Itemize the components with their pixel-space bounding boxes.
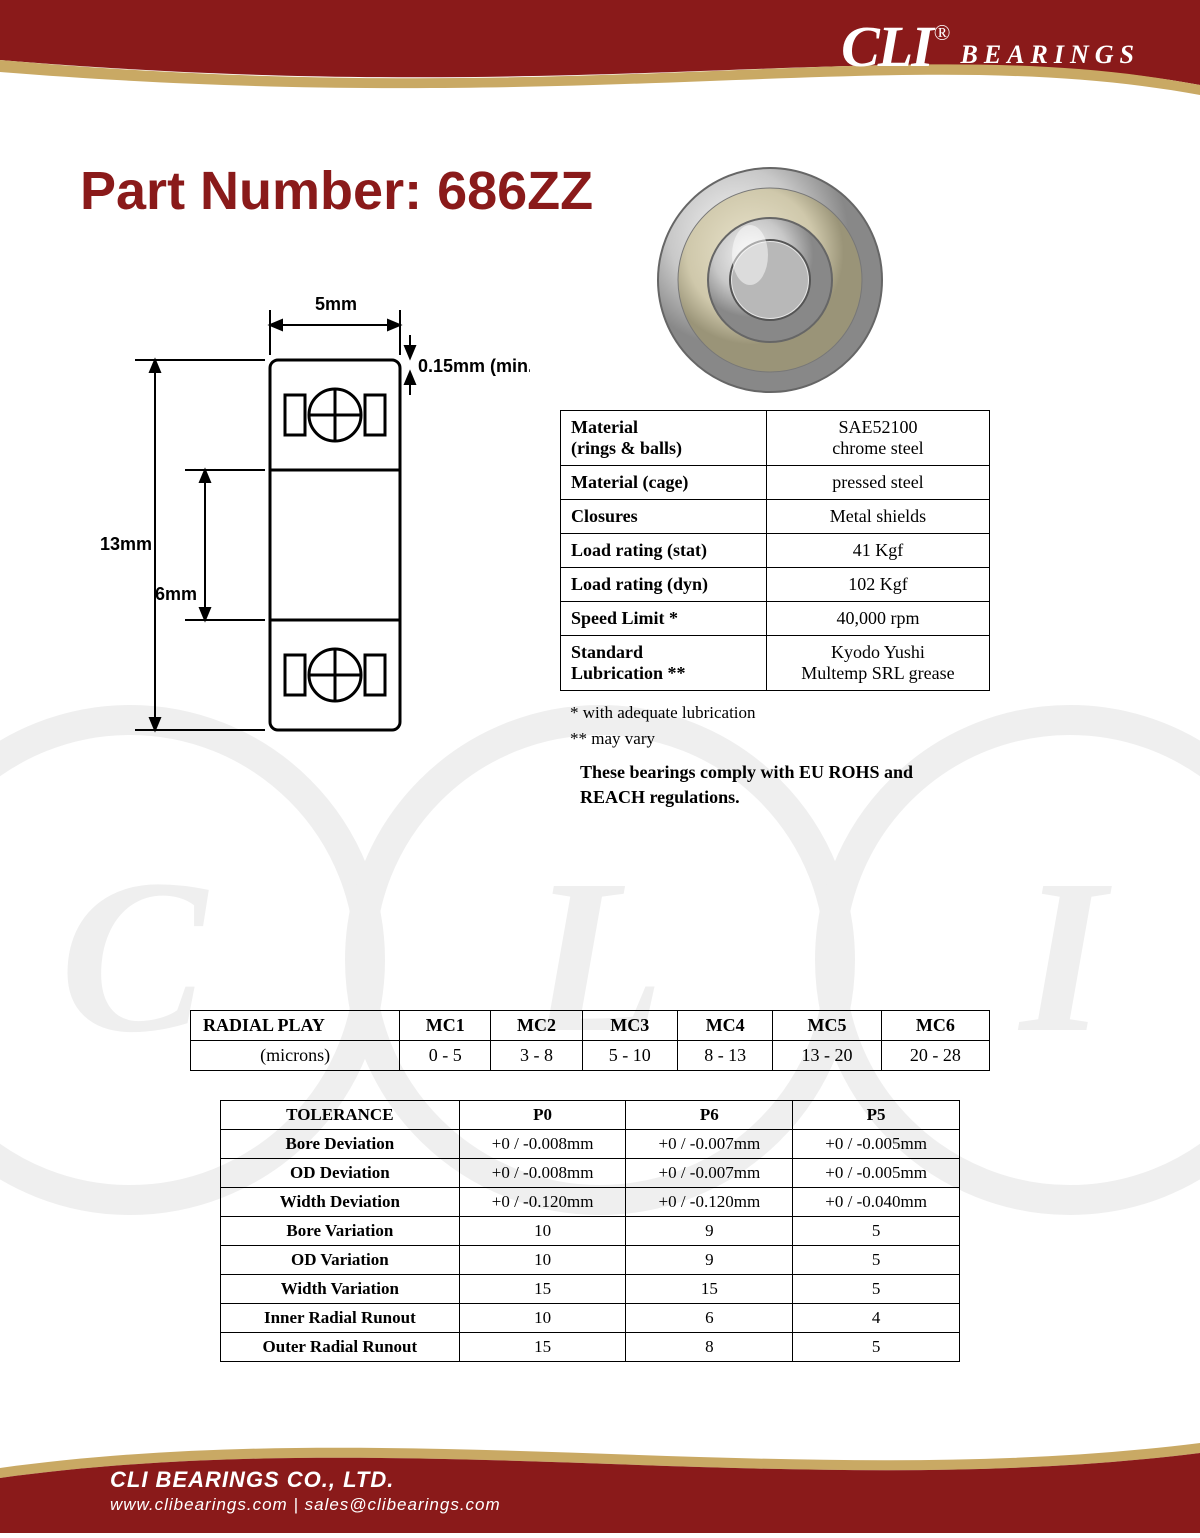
brand-sub: BEARINGS [961,40,1141,70]
tol-cell: +0 / -0.040mm [793,1188,960,1217]
radial-header-col: MC4 [677,1011,772,1041]
radial-value: 3 - 8 [491,1041,582,1071]
tol-cell: 15 [626,1275,793,1304]
spec-note-2: ** may vary [570,726,756,752]
tol-cell: 5 [793,1333,960,1362]
footer-sep: | [288,1495,305,1514]
bearing-photo [650,160,890,400]
spec-label: Closures [561,500,767,534]
tolerance-table: TOLERANCEP0P6P5 Bore Deviation+0 / -0.00… [220,1100,960,1362]
tol-cell: 6 [626,1304,793,1333]
tol-cell: 8 [626,1333,793,1362]
spec-compliance: These bearings comply with EU ROHS and R… [580,760,970,810]
tol-cell: +0 / -0.008mm [459,1159,626,1188]
dim-width: 5mm [315,294,357,314]
tol-cell: +0 / -0.008mm [459,1130,626,1159]
spec-label: Material (rings & balls) [561,411,767,466]
footer-website: www.clibearings.com [110,1495,288,1514]
spec-label: Speed Limit * [561,602,767,636]
tol-cell: +0 / -0.120mm [626,1188,793,1217]
svg-text:I: I [1017,834,1112,1078]
tol-cell: 5 [793,1217,960,1246]
tol-row-label: Width Variation [221,1275,460,1304]
radial-header-col: MC6 [881,1011,989,1041]
dim-bore: 6mm [155,584,197,604]
radial-value: 20 - 28 [881,1041,989,1071]
tol-cell: 5 [793,1246,960,1275]
tol-cell: 10 [459,1304,626,1333]
tol-header-col: P6 [626,1101,793,1130]
radial-header-col: MC2 [491,1011,582,1041]
footer-company: CLI BEARINGS CO., LTD. [110,1467,501,1493]
radial-value: 0 - 5 [400,1041,491,1071]
page-title: Part Number: 686ZZ [80,160,593,222]
footer-email: sales@clibearings.com [305,1495,501,1514]
tol-cell: 4 [793,1304,960,1333]
radial-header-col: MC1 [400,1011,491,1041]
spec-notes: * with adequate lubrication ** may vary [570,700,756,751]
spec-value: Kyodo Yushi Multemp SRL grease [766,636,989,691]
spec-label: Load rating (stat) [561,534,767,568]
tol-cell: +0 / -0.005mm [793,1159,960,1188]
spec-label: Standard Lubrication ** [561,636,767,691]
radial-header-col: MC5 [773,1011,881,1041]
radial-value: 5 - 10 [582,1041,677,1071]
tol-row-label: Width Deviation [221,1188,460,1217]
spec-value: pressed steel [766,466,989,500]
brand-main: CLI [841,18,932,76]
radial-unit: (microns) [191,1041,400,1071]
tol-cell: +0 / -0.007mm [626,1159,793,1188]
spec-value: SAE52100 chrome steel [766,411,989,466]
tol-row-label: Inner Radial Runout [221,1304,460,1333]
tol-row-label: Bore Deviation [221,1130,460,1159]
brand-registered: ® [934,20,951,46]
tol-header-col: P5 [793,1101,960,1130]
tol-cell: +0 / -0.120mm [459,1188,626,1217]
tol-row-label: Bore Variation [221,1217,460,1246]
spec-note-1: * with adequate lubrication [570,700,756,726]
spec-value: 102 Kgf [766,568,989,602]
tol-cell: 10 [459,1246,626,1275]
tol-cell: 5 [793,1275,960,1304]
tol-header-col: P0 [459,1101,626,1130]
radial-value: 13 - 20 [773,1041,881,1071]
spec-table: Material (rings & balls)SAE52100 chrome … [560,410,990,691]
tol-cell: +0 / -0.007mm [626,1130,793,1159]
radial-header-col: MC3 [582,1011,677,1041]
tol-row-label: OD Variation [221,1246,460,1275]
technical-drawing: 5mm 13mm 6mm [100,280,530,760]
tol-cell: 9 [626,1217,793,1246]
tol-cell: 10 [459,1217,626,1246]
tol-cell: 15 [459,1333,626,1362]
tol-row-label: OD Deviation [221,1159,460,1188]
radial-value: 8 - 13 [677,1041,772,1071]
dim-outer-dia: 13mm [100,534,152,554]
tol-row-label: Outer Radial Runout [221,1333,460,1362]
tol-cell: 15 [459,1275,626,1304]
tol-header-title: TOLERANCE [221,1101,460,1130]
radial-header-title: RADIAL PLAY [191,1011,400,1041]
brand-logo: CLI ® BEARINGS [841,18,1140,76]
radial-play-table: RADIAL PLAYMC1MC2MC3MC4MC5MC6 (microns)0… [190,1010,990,1071]
dim-chamfer: 0.15mm (min.) [418,356,530,376]
spec-value: 41 Kgf [766,534,989,568]
spec-label: Material (cage) [561,466,767,500]
svg-text:C: C [60,834,209,1078]
spec-label: Load rating (dyn) [561,568,767,602]
footer-text: CLI BEARINGS CO., LTD. www.clibearings.c… [110,1467,501,1515]
tol-cell: +0 / -0.005mm [793,1130,960,1159]
spec-value: Metal shields [766,500,989,534]
tol-cell: 9 [626,1246,793,1275]
spec-value: 40,000 rpm [766,602,989,636]
